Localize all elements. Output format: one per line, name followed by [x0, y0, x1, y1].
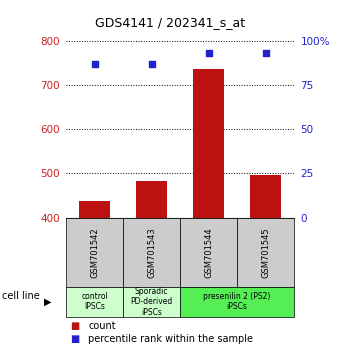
- Point: [263, 50, 268, 56]
- Text: presenilin 2 (PS2)
iPSCs: presenilin 2 (PS2) iPSCs: [203, 292, 271, 312]
- Text: ■: ■: [70, 334, 79, 344]
- Text: GSM701542: GSM701542: [90, 227, 99, 278]
- Point: [206, 50, 211, 56]
- Bar: [136, 181, 167, 354]
- Text: control
IPSCs: control IPSCs: [81, 292, 108, 312]
- Bar: [250, 175, 281, 354]
- Text: cell line: cell line: [2, 291, 39, 302]
- Text: GSM701544: GSM701544: [204, 227, 213, 278]
- Text: GSM701543: GSM701543: [147, 227, 156, 278]
- Bar: [79, 201, 110, 354]
- Text: GSM701545: GSM701545: [261, 227, 270, 278]
- Text: Sporadic
PD-derived
iPSCs: Sporadic PD-derived iPSCs: [131, 287, 173, 317]
- Bar: [193, 69, 224, 354]
- Point: [149, 61, 154, 67]
- Text: percentile rank within the sample: percentile rank within the sample: [88, 334, 253, 344]
- Text: ▶: ▶: [44, 297, 51, 307]
- Point: [92, 61, 98, 67]
- Text: count: count: [88, 321, 116, 331]
- Text: GDS4141 / 202341_s_at: GDS4141 / 202341_s_at: [95, 16, 245, 29]
- Text: ■: ■: [70, 321, 79, 331]
